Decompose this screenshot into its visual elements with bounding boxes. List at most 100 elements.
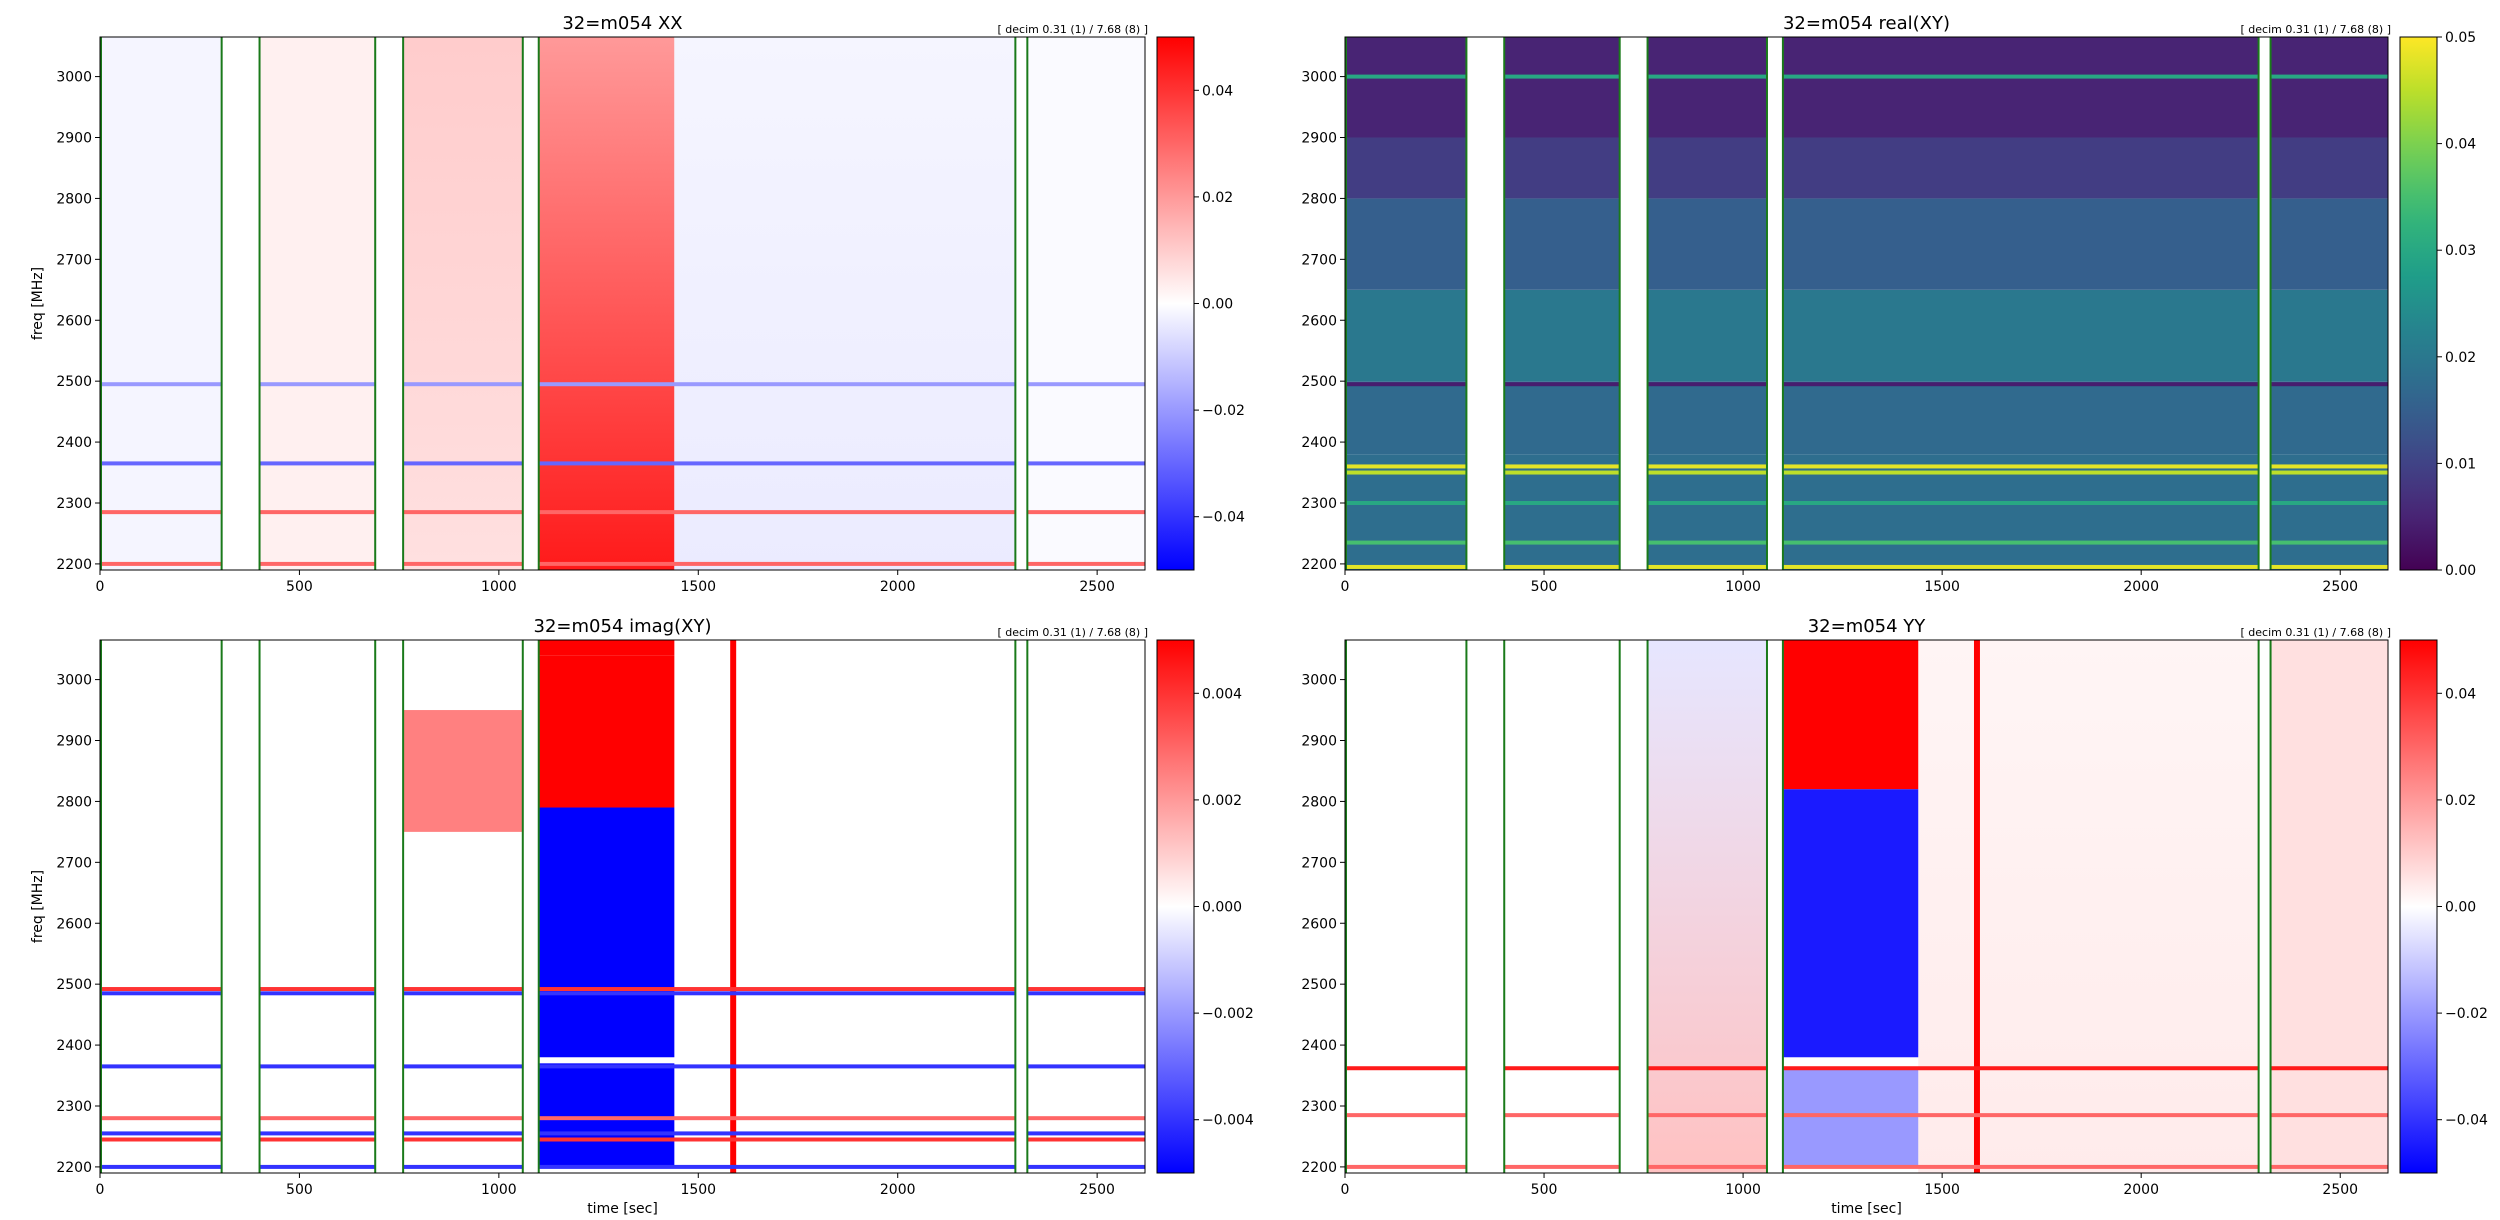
colorbar-tick-label: 0.05 (2445, 30, 2476, 46)
x-tick-label: 2500 (2322, 579, 2358, 595)
y-tick-label: 2700 (1301, 252, 1337, 268)
x-tick-label: 1000 (1725, 1182, 1761, 1198)
gap-1 (375, 37, 404, 570)
freq-line-2 (1345, 470, 2388, 475)
y-axis-label: freq [MHz] (30, 267, 46, 340)
colorbar-tick-label: 0.002 (1202, 793, 1242, 809)
chart-title: 32=m054 imag(XY) (534, 616, 712, 637)
colorbar-gradient (2399, 639, 2438, 1174)
y-tick-label: 3000 (56, 673, 92, 689)
freq-line-3 (100, 561, 1145, 566)
time-block-3 (538, 37, 675, 570)
colorbar-tick-label: 0.02 (2445, 793, 2476, 809)
axes-frame (99, 639, 1146, 1174)
y-tick-label: 2700 (1301, 855, 1337, 871)
colorbar-gradient (1156, 639, 1195, 1174)
y-tick-label: 2700 (56, 252, 92, 268)
colorbar-tick-label: 0.00 (2445, 900, 2476, 916)
band-3 (1345, 198, 2388, 290)
colorbar-gradient (1156, 36, 1195, 571)
feature-3 (538, 807, 675, 1058)
band-1 (1345, 381, 2388, 455)
freq-line-1 (1345, 464, 2388, 469)
feature-1 (538, 655, 675, 808)
colorbar: 0.04 0.02 0.00 −0.02 −0.04 (2399, 639, 2488, 1174)
y-tick-label: 2600 (1301, 916, 1337, 932)
x-axis-label: time [sec] (1831, 1201, 1902, 1217)
chart-note: [ decim 0.31 (1) / 7.68 (8) ] (2241, 626, 2391, 639)
x-tick-label: 2500 (1079, 579, 1115, 595)
gap-3 (1015, 37, 1028, 570)
colorbar-tick-label: 0.00 (1202, 297, 1233, 313)
y-tick-label: 2500 (1301, 374, 1337, 390)
chart-note: [ decim 0.31 (1) / 7.68 (8) ] (998, 23, 1148, 36)
feature-2 (538, 640, 675, 656)
y-tick-label: 2800 (1301, 794, 1337, 810)
y-tick-label: 2700 (56, 855, 92, 871)
y-tick-label: 3000 (1301, 673, 1337, 689)
y-axis-label: freq [MHz] (30, 870, 46, 943)
time-block-4 (674, 37, 1016, 570)
x-tick-label: 2000 (880, 1182, 916, 1198)
gap-2 (522, 37, 539, 570)
feature-1 (1782, 789, 1919, 1058)
colorbar-tick-label: 0.04 (1202, 83, 1233, 99)
x-axis-label: time [sec] (587, 1201, 658, 1217)
subplot-1: 0 500 1000 1500 2000 2500 2200 2300 2400 2500 2600… (30, 13, 1245, 595)
y-tick-label: 2300 (1301, 1099, 1337, 1115)
freq-line-1 (1345, 1113, 2388, 1118)
gap-2 (1766, 37, 1783, 570)
freq-line-5 (1345, 564, 2388, 569)
y-tick-label: 2200 (1301, 557, 1337, 573)
plot-area (1345, 37, 2388, 570)
x-tick-label: 1000 (481, 1182, 517, 1198)
y-tick-label: 2900 (56, 734, 92, 750)
freq-line-6 (1345, 382, 2388, 387)
colorbar-tick-label: 0.01 (2445, 456, 2476, 472)
x-tick-label: 1000 (481, 579, 517, 595)
axes-frame (1344, 639, 2389, 1174)
plot-area (100, 37, 1145, 570)
y-tick-label: 3000 (56, 70, 92, 86)
time-block-0 (100, 37, 222, 570)
colorbar-tick-label: 0.004 (1202, 686, 1242, 702)
time-block-1 (1918, 640, 2259, 1173)
y-tick-label: 2900 (1301, 131, 1337, 147)
y-tick-label: 2600 (56, 313, 92, 329)
axes-frame (1344, 36, 2389, 571)
chart-title: 32=m054 real(XY) (1783, 13, 1950, 34)
freq-line-5 (100, 1137, 1145, 1142)
freq-line-1 (100, 991, 1145, 996)
colorbar: 0.05 0.04 0.03 0.02 0.01 0.00 (2399, 30, 2476, 579)
feature-0 (403, 710, 523, 832)
x-tick-label: 2000 (2123, 1182, 2159, 1198)
feature-2 (1782, 1069, 1919, 1167)
chart-title: 32=m054 YY (1808, 616, 1927, 637)
gap-3 (2258, 640, 2271, 1173)
y-tick-label: 2200 (56, 1160, 92, 1176)
x-tick-label: 2500 (1079, 1182, 1115, 1198)
gap-0 (1466, 640, 1505, 1173)
time-block-5 (1027, 37, 1145, 570)
feature-4 (538, 1063, 675, 1167)
subplot-3: 0 500 1000 1500 2000 2500 2200 2300 2400 2500 2600… (30, 616, 1254, 1217)
axes-frame (99, 36, 1146, 571)
y-tick-label: 2600 (1301, 313, 1337, 329)
x-tick-label: 2000 (880, 579, 916, 595)
x-tick-label: 2500 (2322, 1182, 2358, 1198)
y-tick-label: 2400 (1301, 435, 1337, 451)
subplot-2: 0 500 1000 1500 2000 2500 2200 2300 2400 2500 2600… (1301, 13, 2476, 595)
time-block-0 (1647, 640, 1767, 1173)
chart-note: [ decim 0.31 (1) / 7.68 (8) ] (998, 626, 1148, 639)
x-tick-label: 1500 (680, 579, 716, 595)
freq-line-2 (1345, 1164, 2388, 1169)
freq-line-0 (100, 382, 1145, 387)
gap-0 (221, 37, 260, 570)
y-tick-label: 2900 (56, 131, 92, 147)
colorbar-gradient (2399, 36, 2438, 571)
y-tick-label: 2200 (1301, 1160, 1337, 1176)
band-4 (1345, 137, 2388, 199)
colorbar-tick-label: −0.02 (2445, 1006, 2488, 1022)
y-tick-label: 2400 (56, 1038, 92, 1054)
